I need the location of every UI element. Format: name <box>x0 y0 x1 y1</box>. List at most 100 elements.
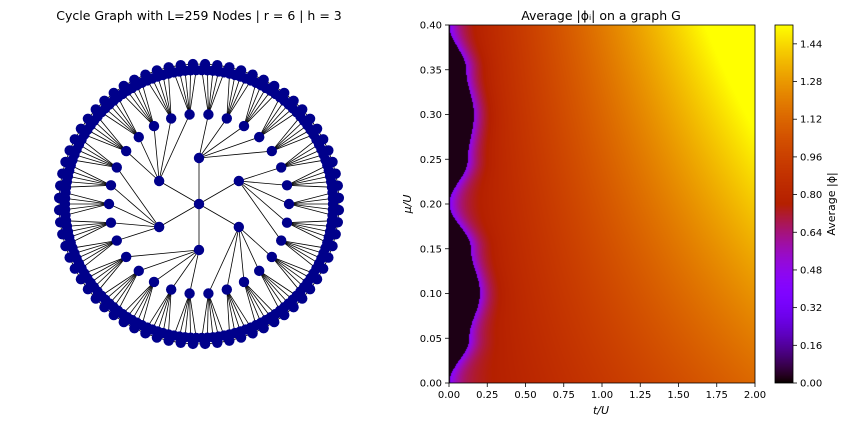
graph-node <box>221 284 233 295</box>
graph-node <box>238 120 250 132</box>
graph-edge <box>138 249 200 272</box>
graph-edge <box>93 256 127 288</box>
graph-edge <box>207 293 209 338</box>
graph-edge <box>226 78 247 119</box>
graph-edge <box>90 256 127 284</box>
graph-edge <box>66 222 111 227</box>
graph-edge <box>101 270 139 297</box>
graph-edge <box>198 203 240 228</box>
graph-edge <box>66 220 111 224</box>
graph-node <box>165 284 177 295</box>
graph-edge <box>280 139 317 168</box>
graph-edge <box>97 116 127 152</box>
graph-edge <box>65 203 110 216</box>
graph-edge <box>173 72 190 115</box>
graph-edge <box>136 281 155 323</box>
graph-edge <box>287 181 332 186</box>
graph-edge <box>126 281 155 318</box>
graph-edge <box>198 136 260 159</box>
graph-node <box>281 180 293 191</box>
graph-node <box>193 198 205 210</box>
graph-node <box>111 235 122 246</box>
graph-edge <box>104 107 140 138</box>
graph-nodes <box>53 58 345 350</box>
graph-edge <box>168 289 172 335</box>
graph-edge <box>226 289 230 335</box>
graph-edge <box>72 159 117 168</box>
graph-node <box>190 64 202 76</box>
graph-node <box>276 235 287 246</box>
graph-edge <box>243 85 262 127</box>
graph-edge <box>153 126 160 182</box>
graph-edge <box>288 192 333 205</box>
heatmap-panel: Average |ϕᵢ| on a graph G 0.00 0.25 0.50 0.… <box>401 8 766 417</box>
graph-edge <box>281 240 326 249</box>
graph-edge <box>280 240 317 269</box>
graph-edge <box>141 82 155 127</box>
graph-edge <box>288 203 333 216</box>
x-tick-label: 1.50 <box>667 390 689 401</box>
graph-edge <box>65 192 110 205</box>
graph-edge <box>81 139 118 168</box>
graph-edge <box>288 197 333 205</box>
graph-edge <box>258 270 294 301</box>
graph-node <box>266 251 278 263</box>
graph-node <box>233 175 245 187</box>
graph-node <box>133 265 144 277</box>
graph-node <box>103 198 115 210</box>
graph-edge <box>141 281 155 326</box>
graph-edge <box>162 74 172 119</box>
graph-edge <box>258 107 294 138</box>
graph-edge <box>287 222 332 227</box>
graph-edge <box>173 293 190 336</box>
graph-edge <box>65 197 110 205</box>
graph-edge <box>243 281 272 318</box>
graph-edge <box>184 293 190 338</box>
graph-node <box>254 131 265 143</box>
graph-edge <box>238 226 260 272</box>
graph-edge <box>109 104 140 138</box>
graph-edge <box>138 136 160 182</box>
graph-edge <box>286 164 328 186</box>
y-tick-label: 0.35 <box>420 65 442 76</box>
graph-edge <box>189 293 191 338</box>
graph-edge <box>226 289 241 332</box>
graph-edge <box>162 289 172 334</box>
graph-edge <box>189 70 191 115</box>
graph-edge <box>243 87 267 127</box>
heatmap-title: Average |ϕᵢ| on a graph G <box>521 8 681 23</box>
graph-edge <box>281 159 326 168</box>
colorbar-image <box>775 25 793 383</box>
graph-edge <box>66 181 111 186</box>
graph-edge <box>226 76 241 119</box>
graph-node <box>111 162 122 173</box>
graph-edge <box>189 293 197 339</box>
y-tick-label: 0.05 <box>420 334 442 345</box>
graph-edge <box>207 70 209 115</box>
graph-edge <box>153 249 200 283</box>
graph-node <box>221 113 233 124</box>
graph-node <box>148 120 160 132</box>
graph-edge <box>122 93 155 127</box>
graph-edge <box>243 93 276 127</box>
graph-edge <box>110 184 160 228</box>
colorbar-image-frame <box>775 25 793 383</box>
graph-edge <box>271 256 311 279</box>
graph-edge <box>70 222 112 244</box>
graph-edge <box>281 144 320 168</box>
graph-edge <box>81 240 118 269</box>
graph-edge <box>243 281 262 323</box>
graph-edge <box>208 293 214 338</box>
graph-edge <box>189 69 197 115</box>
graph-edge <box>271 120 305 152</box>
colorbar-ticks: 0.00 0.16 0.32 0.48 0.64 0.80 0.96 1.12 1.28 1.44 <box>793 39 822 390</box>
graph-node <box>120 251 132 263</box>
graph-edge <box>131 87 155 127</box>
graph-edge <box>259 270 297 297</box>
graph-edge <box>198 118 228 159</box>
colorbar-tick-label: 0.48 <box>800 265 822 276</box>
graph-edge <box>126 249 200 258</box>
graph-edge <box>243 281 276 315</box>
graph-edge <box>259 111 297 138</box>
graph-node <box>193 152 205 164</box>
